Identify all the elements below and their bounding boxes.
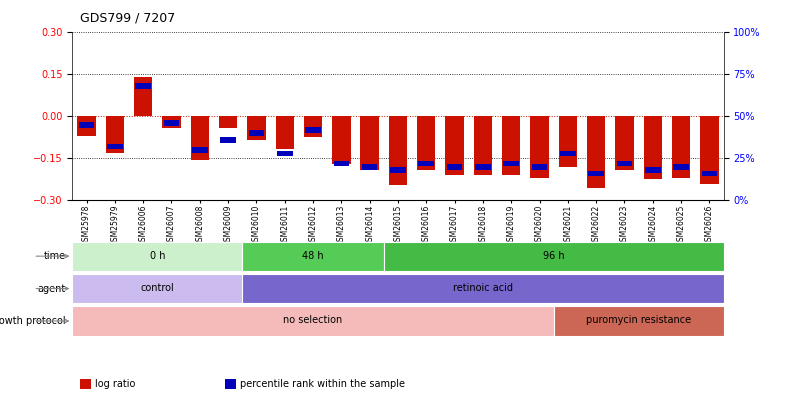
- Bar: [501, 117, 520, 175]
- Bar: [553, 307, 723, 335]
- Bar: [644, 167, 660, 173]
- Bar: [616, 161, 631, 166]
- Bar: [242, 241, 383, 271]
- Bar: [446, 164, 462, 170]
- Bar: [672, 164, 688, 170]
- Bar: [107, 144, 123, 149]
- Bar: [333, 161, 349, 166]
- Bar: [445, 117, 463, 175]
- Bar: [417, 117, 435, 170]
- Bar: [614, 117, 633, 170]
- Bar: [473, 117, 491, 175]
- Bar: [79, 122, 94, 128]
- Bar: [304, 117, 322, 137]
- Bar: [247, 117, 265, 140]
- Bar: [248, 130, 264, 136]
- Bar: [530, 117, 548, 178]
- Bar: [361, 164, 377, 170]
- Bar: [332, 117, 350, 164]
- Text: control: control: [141, 283, 174, 293]
- Bar: [134, 77, 152, 117]
- Bar: [72, 274, 242, 303]
- Text: log ratio: log ratio: [95, 379, 135, 389]
- Bar: [701, 171, 716, 177]
- Text: retinoic acid: retinoic acid: [452, 283, 512, 293]
- Text: 96 h: 96 h: [542, 251, 564, 260]
- Bar: [558, 117, 577, 167]
- Bar: [192, 147, 207, 153]
- Bar: [242, 274, 723, 303]
- Text: percentile rank within the sample: percentile rank within the sample: [239, 379, 404, 389]
- Bar: [276, 151, 292, 156]
- Bar: [164, 120, 179, 126]
- Bar: [588, 171, 603, 177]
- Text: puromycin resistance: puromycin resistance: [585, 315, 691, 325]
- Bar: [105, 117, 124, 153]
- Bar: [305, 127, 320, 133]
- Bar: [699, 117, 718, 184]
- Bar: [531, 164, 547, 170]
- Text: 48 h: 48 h: [302, 251, 324, 260]
- Bar: [275, 117, 294, 149]
- Bar: [560, 151, 575, 156]
- Bar: [360, 117, 378, 170]
- Text: agent: agent: [38, 284, 66, 294]
- Bar: [383, 241, 723, 271]
- Bar: [72, 241, 242, 271]
- Bar: [162, 117, 181, 128]
- Bar: [389, 167, 406, 173]
- Bar: [503, 161, 519, 166]
- Bar: [475, 164, 490, 170]
- Bar: [586, 117, 605, 188]
- Bar: [389, 117, 406, 185]
- Bar: [190, 117, 209, 160]
- Bar: [218, 117, 237, 128]
- Text: growth protocol: growth protocol: [0, 316, 66, 326]
- Text: 0 h: 0 h: [149, 251, 165, 260]
- Bar: [72, 307, 553, 335]
- Text: no selection: no selection: [283, 315, 342, 325]
- Bar: [220, 137, 235, 143]
- Bar: [77, 117, 96, 136]
- Text: GDS799 / 7207: GDS799 / 7207: [80, 11, 175, 24]
- Bar: [418, 161, 434, 166]
- Bar: [671, 117, 690, 178]
- Text: time: time: [43, 251, 66, 261]
- Bar: [135, 83, 151, 89]
- Bar: [643, 117, 661, 179]
